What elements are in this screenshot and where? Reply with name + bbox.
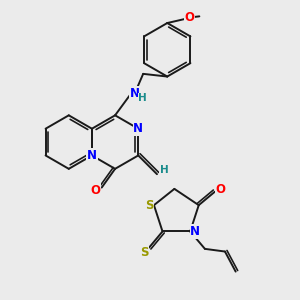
Text: O: O <box>184 11 195 23</box>
Text: S: S <box>140 246 148 259</box>
Text: S: S <box>145 199 153 212</box>
Text: N: N <box>87 149 97 162</box>
Text: H: H <box>138 93 147 103</box>
Text: O: O <box>91 184 101 197</box>
Text: O: O <box>216 183 226 196</box>
Text: N: N <box>130 87 140 100</box>
Text: H: H <box>160 165 168 175</box>
Text: N: N <box>133 122 143 135</box>
Text: N: N <box>190 225 200 238</box>
